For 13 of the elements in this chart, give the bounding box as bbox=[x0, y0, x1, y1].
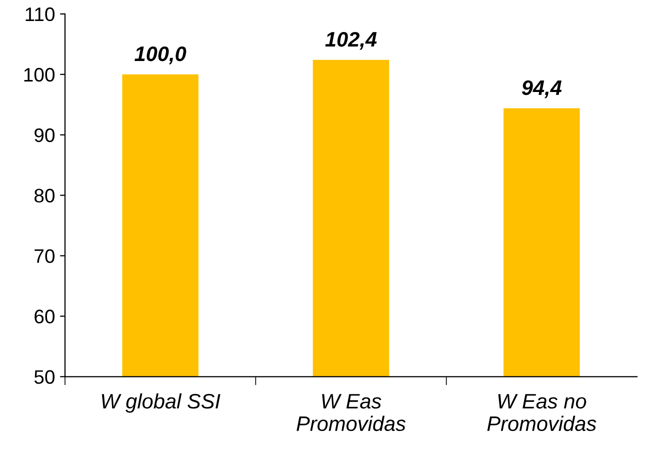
y-tick-label: 50 bbox=[34, 370, 55, 384]
data-label: 100,0 bbox=[134, 46, 186, 64]
x-tick-label: W Eas Promovidas bbox=[296, 394, 406, 432]
y-tick-label: 60 bbox=[34, 310, 55, 324]
x-tick-label: W global SSI bbox=[102, 393, 220, 413]
y-tick-label: 100 bbox=[24, 68, 55, 82]
data-label: 102,4 bbox=[325, 32, 377, 50]
x-tick-label: W Eas no Promovidas bbox=[487, 394, 596, 432]
y-tick-label: 90 bbox=[34, 128, 55, 142]
y-tick-label: 70 bbox=[34, 249, 55, 263]
y-tick-label: 80 bbox=[34, 188, 55, 203]
y-tick-label: 110 bbox=[26, 7, 55, 22]
data-label: 94,4 bbox=[522, 80, 562, 98]
